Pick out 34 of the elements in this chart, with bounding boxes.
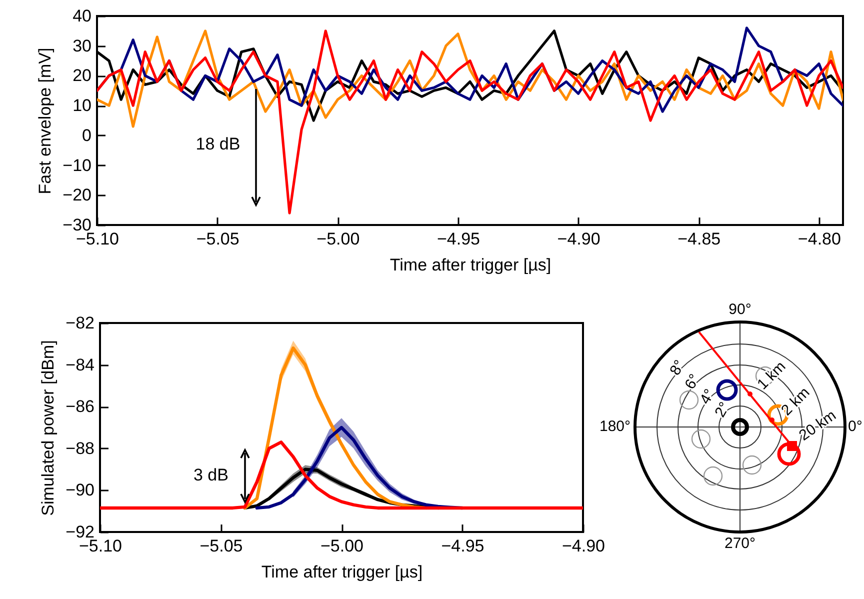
text: 180° <box>599 418 631 435</box>
y-axis-title: Simulated power [dBm] <box>38 340 58 516</box>
y-tick-label: 30 <box>72 36 92 56</box>
y-tick-label: 20 <box>72 66 92 86</box>
x-axis-title: Time after trigger [µs] <box>261 562 423 582</box>
y-tick-label: −82 <box>66 314 94 332</box>
x-tick-label: −4.95 <box>436 230 480 248</box>
y-tick-label: −84 <box>66 355 94 374</box>
y-tick-label: −10 <box>62 156 92 175</box>
text: 0° <box>848 418 862 435</box>
annotation: 18 dB <box>196 134 240 154</box>
y-tick-label: 10 <box>72 96 92 116</box>
y-tick-label: −20 <box>62 186 92 205</box>
x-tick-label: −5.00 <box>316 230 360 248</box>
y-tick-label: 40 <box>72 6 92 26</box>
x-tick-label: −4.95 <box>441 536 484 556</box>
y-tick-label: −90 <box>66 480 94 500</box>
x-tick-label: −4.85 <box>678 230 721 248</box>
x-tick-label: −4.80 <box>798 230 841 248</box>
text: 270° <box>724 534 756 552</box>
y-tick-label: −86 <box>66 397 94 416</box>
x-tick-label: −5.05 <box>196 230 240 248</box>
x-axis-title: Time after trigger [µs] <box>390 256 552 274</box>
x-tick-label: −5.10 <box>78 536 122 556</box>
y-tick-label: 0 <box>82 126 92 145</box>
x-tick-label: −5.00 <box>320 536 364 556</box>
y-tick-label: −88 <box>66 438 94 458</box>
x-tick-label: −5.05 <box>200 536 243 556</box>
annotation: 3 dB <box>194 465 228 484</box>
x-tick-label: −4.90 <box>557 230 600 248</box>
x-tick-label: −5.10 <box>76 230 120 248</box>
x-tick-label: −4.90 <box>562 536 606 556</box>
text: 90° <box>728 300 752 318</box>
y-axis-title: Fast envelope [mV] <box>36 48 55 194</box>
